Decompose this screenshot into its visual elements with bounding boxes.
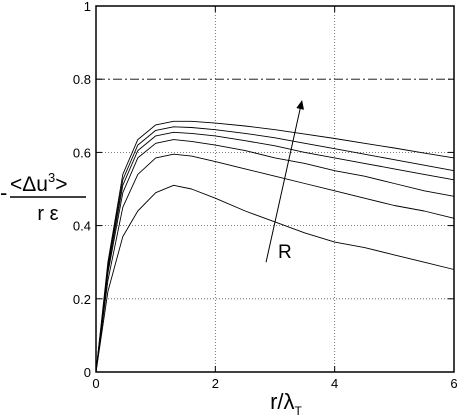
y-tick-label: 0.4 (73, 219, 91, 234)
plot-frame (95, 5, 455, 373)
annotation-arrow (265, 100, 305, 263)
y-axis-label-denominator: r ε (37, 203, 58, 225)
y-axis-label: - <Δu3> r ε (0, 170, 86, 225)
y-axis-label-prefix: - (0, 180, 7, 205)
x-tick-label: 0 (92, 376, 99, 391)
annotation-label-r: R (278, 242, 292, 263)
y-tick-label: 1 (84, 0, 91, 14)
series-line-4 (95, 131, 455, 373)
y-axis-label-numerator: <Δu3> (10, 170, 67, 196)
grid-lines (96, 6, 454, 372)
series-line-5 (95, 126, 455, 373)
series-line-1 (95, 184, 455, 373)
series-line-6 (95, 120, 455, 373)
series-line-2 (95, 153, 455, 373)
y-tick-label: 0 (84, 365, 91, 380)
x-axis-label: r/λT (270, 389, 302, 417)
x-tick-label: 4 (331, 376, 338, 391)
x-tick-label: 6 (450, 376, 457, 391)
y-tick-label: 0.2 (73, 292, 91, 307)
y-tick-label: 0.6 (73, 145, 91, 160)
x-axis-ticks: 0 2 4 6 (92, 6, 457, 391)
series-group (95, 120, 455, 373)
series-line-3 (95, 139, 455, 373)
annotation-group: R (265, 100, 305, 263)
y-axis-ticks: 0 0.2 0.4 0.6 0.8 1 (73, 0, 454, 380)
x-tick-label: 2 (212, 376, 219, 391)
y-tick-label: 0.8 (73, 72, 91, 87)
